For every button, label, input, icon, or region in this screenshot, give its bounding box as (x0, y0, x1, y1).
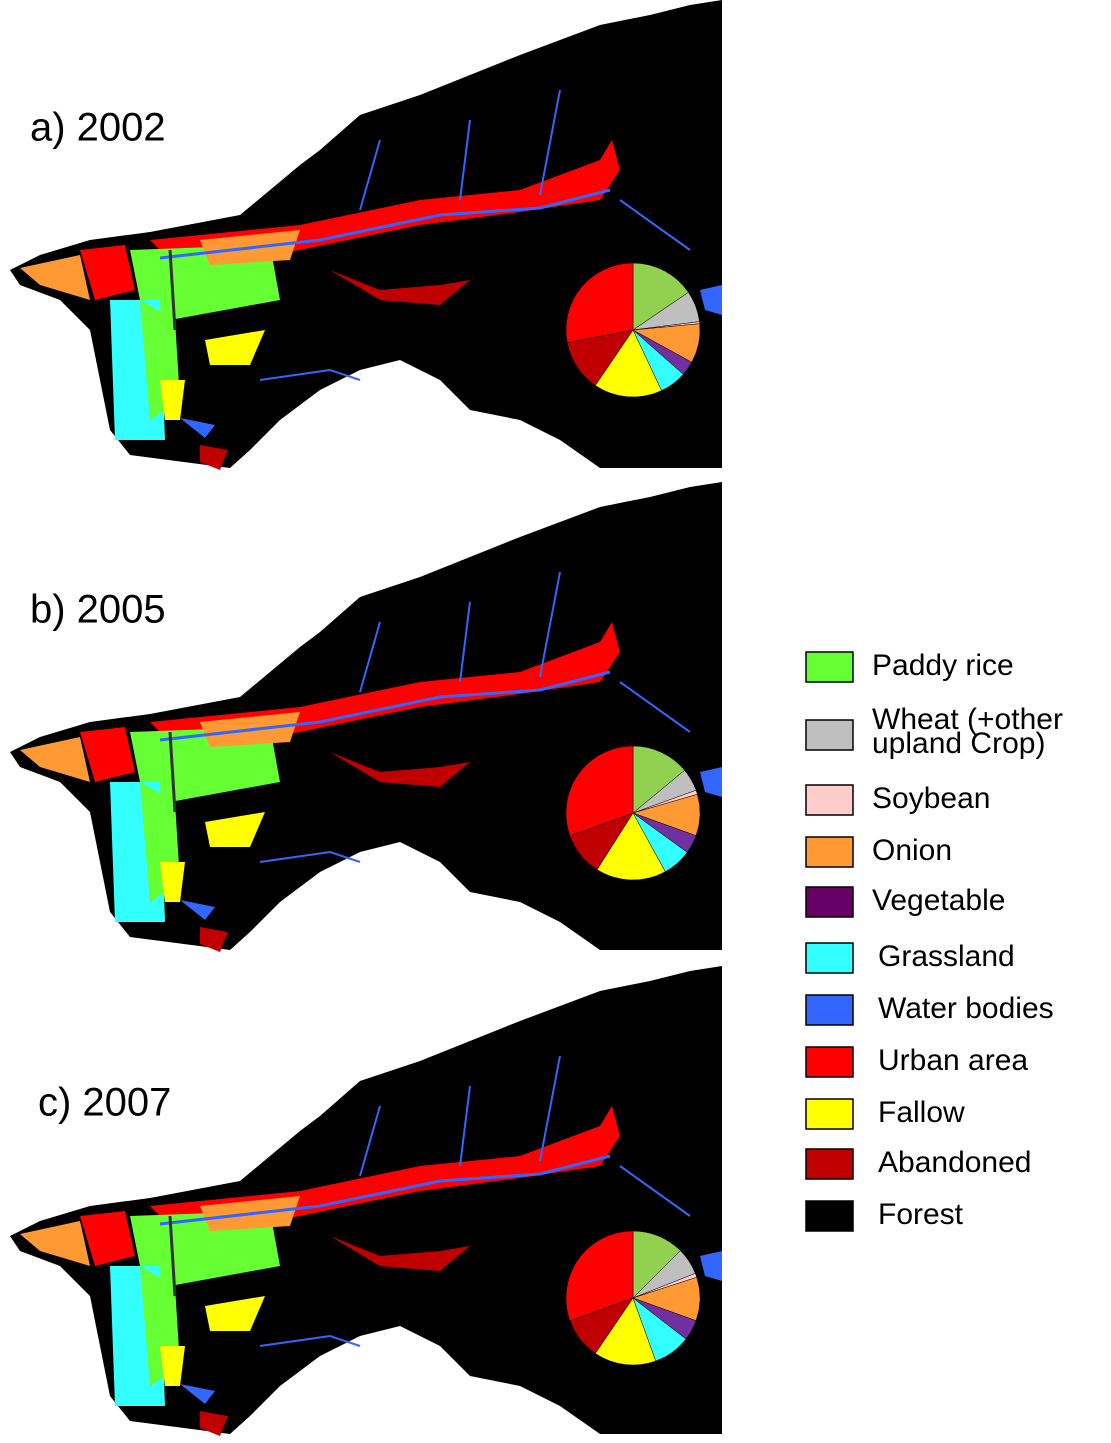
legend-swatch (805, 651, 854, 683)
pie-slice (632, 262, 689, 331)
map-panel (8, 480, 724, 954)
legend-swatch (805, 886, 854, 918)
panel-label: a) 2002 (30, 106, 166, 150)
pie-slice (565, 262, 634, 343)
pies (565, 262, 701, 1366)
legend-label: Grassland (878, 940, 1015, 973)
legend-swatch (805, 1046, 854, 1078)
legend-label: Wheat (+other upland Crop) (872, 703, 1063, 760)
pie-slice (596, 812, 666, 881)
panel-label: b) 2005 (30, 588, 166, 632)
legend-label: Urban area (878, 1044, 1028, 1077)
legend-swatch (805, 1200, 854, 1232)
legend-swatch (805, 836, 854, 868)
pie-slice (594, 329, 662, 398)
legend-label: Soybean (872, 782, 990, 815)
legend-label: Vegetable (872, 884, 1005, 917)
legend-swatch (805, 784, 854, 816)
panel-label: c) 2007 (38, 1081, 171, 1125)
map-panel (8, 964, 724, 1438)
pie-slice (565, 1230, 634, 1322)
map-panel (8, 0, 724, 472)
legend-swatch (805, 1148, 854, 1180)
legend-swatch (805, 1098, 854, 1130)
legend-label: Water bodies (878, 992, 1054, 1025)
legend-label: Forest (878, 1198, 964, 1231)
pie-slice (632, 745, 685, 814)
pie-slice (594, 1297, 657, 1366)
legend: Paddy rice Wheat (+other upland Crop) Soybe… (805, 649, 1063, 1232)
legend-swatch (805, 994, 854, 1026)
legend-swatch (805, 942, 854, 974)
legend-swatch (805, 719, 854, 751)
legend-label: Abandoned (878, 1146, 1032, 1179)
pie-slice (565, 745, 634, 837)
legend-label: Paddy rice (872, 649, 1014, 682)
legend-label: Onion (872, 834, 952, 867)
legend-label: Fallow (878, 1096, 965, 1129)
